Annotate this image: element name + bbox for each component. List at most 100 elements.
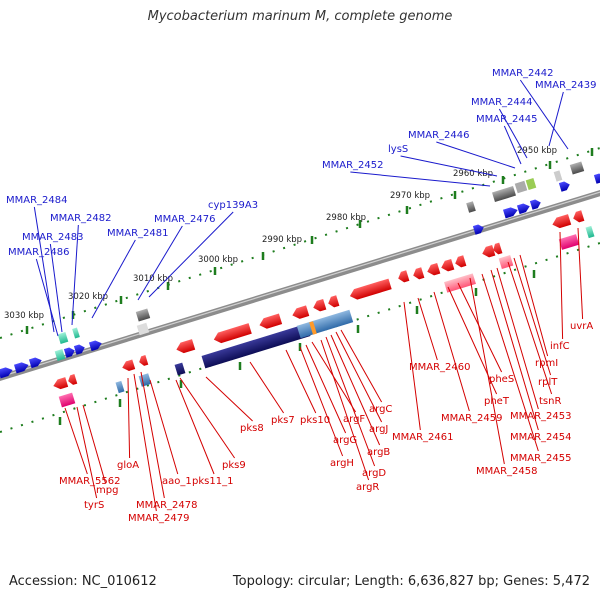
- scale-label: 2970 kbp: [390, 191, 430, 201]
- scale-label: 3010 kbp: [133, 274, 173, 284]
- forward-label-leader: [503, 125, 522, 165]
- forward-gene-box: [492, 185, 516, 203]
- reverse-gene-label[interactable]: gloA: [117, 460, 139, 471]
- reverse-gene-label[interactable]: MMAR_2461: [392, 432, 454, 443]
- forward-gene-arrow: [502, 207, 518, 219]
- forward-gene-arrow: [472, 224, 484, 235]
- reverse-gene-arrow: [493, 242, 503, 255]
- forward-gene-arrow: [88, 340, 102, 352]
- reverse-gene-box: [498, 254, 514, 270]
- reverse-label-leader: [140, 371, 165, 499]
- reverse-gene-label[interactable]: MMAR_2479: [128, 513, 190, 524]
- reverse-gene-label[interactable]: argB: [367, 447, 390, 458]
- reverse-label-leader: [311, 341, 357, 413]
- reverse-gene-label[interactable]: MMAR_2460: [409, 362, 471, 373]
- forward-gene-arrow: [13, 362, 29, 374]
- reverse-gene-label[interactable]: argF: [343, 414, 365, 425]
- forward-gene-box: [135, 308, 151, 322]
- reverse-gene-label[interactable]: MMAR_2459: [441, 413, 503, 424]
- forward-gene-label[interactable]: cyp139A3: [208, 200, 258, 211]
- reverse-gene-label[interactable]: argJ: [369, 424, 388, 435]
- forward-label-leader: [148, 211, 234, 298]
- reverse-gene-label[interactable]: argG: [333, 435, 357, 446]
- forward-gene-label[interactable]: lysS: [388, 144, 408, 155]
- forward-gene-box: [57, 332, 69, 344]
- reverse-gene-label[interactable]: pks8: [240, 423, 264, 434]
- reverse-gene-label[interactable]: argR: [356, 482, 379, 493]
- reverse-gene-arrow: [292, 305, 310, 319]
- reverse-gene-label[interactable]: MMAR_5562: [59, 476, 121, 487]
- reverse-gene-label[interactable]: pks7: [271, 415, 295, 426]
- forward-gene-label[interactable]: MMAR_2483: [22, 232, 84, 243]
- forward-label-leader: [71, 224, 79, 326]
- reverse-gene-label[interactable]: pheS: [489, 374, 514, 385]
- pks-gene-block: [201, 323, 311, 369]
- forward-label-leader: [519, 79, 569, 150]
- forward-label-leader: [548, 91, 564, 147]
- reverse-gene-arrow: [213, 323, 252, 344]
- reverse-label-leader: [149, 379, 179, 475]
- reverse-gene-label[interactable]: MMAR_2453: [510, 411, 572, 422]
- accession-text: Accession: NC_010612: [9, 574, 157, 589]
- reverse-gene-label[interactable]: aao_1: [162, 476, 192, 487]
- reverse-gene-label[interactable]: pks11_1: [192, 476, 233, 487]
- reverse-gene-label[interactable]: argD: [362, 468, 386, 479]
- forward-gene-label[interactable]: MMAR_2445: [476, 114, 538, 125]
- forward-gene-label[interactable]: MMAR_2446: [408, 130, 470, 141]
- reverse-gene-label[interactable]: argC: [369, 404, 392, 415]
- forward-label-leader: [137, 225, 183, 301]
- reverse-label-leader: [519, 254, 549, 357]
- reverse-gene-label[interactable]: MMAR_2478: [136, 500, 198, 511]
- reverse-label-leader: [76, 406, 98, 499]
- forward-gene-arrow: [593, 173, 600, 184]
- forward-gene-label[interactable]: MMAR_2476: [154, 214, 216, 225]
- forward-gene-label[interactable]: MMAR_2481: [107, 228, 169, 239]
- reverse-gene-label[interactable]: MMAR_2458: [476, 466, 538, 477]
- scale-label: 3030 kbp: [4, 311, 44, 321]
- reverse-gene-arrow: [139, 355, 149, 366]
- reverse-label-leader: [559, 231, 564, 340]
- forward-gene-label[interactable]: MMAR_2452: [322, 160, 384, 171]
- reverse-gene-box: [138, 373, 152, 387]
- reverse-label-leader: [330, 334, 381, 446]
- reverse-gene-label[interactable]: mpg: [96, 485, 118, 496]
- reverse-label-leader: [320, 339, 370, 481]
- reverse-label-leader: [175, 379, 215, 475]
- reverse-gene-label[interactable]: pks9: [222, 460, 246, 471]
- forward-gene-box: [54, 349, 66, 361]
- reverse-gene-label[interactable]: tsnR: [539, 396, 561, 407]
- forward-gene-label[interactable]: MMAR_2444: [471, 97, 533, 108]
- reverse-label-leader: [433, 291, 470, 412]
- forward-gene-label[interactable]: MMAR_2442: [492, 68, 554, 79]
- reverse-gene-label[interactable]: infC: [550, 341, 570, 352]
- forward-gene-arrow: [558, 181, 570, 192]
- reverse-label-leader: [82, 404, 106, 484]
- forward-label-leader: [91, 239, 136, 319]
- reverse-label-leader: [325, 336, 376, 467]
- reverse-gene-box: [115, 380, 125, 394]
- reverse-gene-arrow: [552, 214, 572, 229]
- forward-label-leader: [350, 171, 491, 187]
- reverse-gene-label[interactable]: pheT: [484, 396, 510, 407]
- reverse-gene-label[interactable]: tyrS: [84, 500, 104, 511]
- forward-gene-label[interactable]: MMAR_2486: [8, 247, 70, 258]
- forward-gene-label[interactable]: MMAR_2484: [6, 195, 68, 206]
- forward-gene-box: [553, 170, 563, 182]
- reverse-gene-label[interactable]: MMAR_2454: [510, 432, 572, 443]
- forward-label-leader: [35, 258, 59, 337]
- forward-gene-arrow: [529, 199, 541, 210]
- forward-gene-label[interactable]: MMAR_2439: [535, 80, 597, 91]
- reverse-gene-label[interactable]: MMAR_2455: [510, 453, 572, 464]
- forward-gene-label[interactable]: MMAR_2482: [50, 213, 112, 224]
- orange-gene-box: [309, 321, 317, 335]
- reverse-gene-label[interactable]: pks10: [300, 415, 330, 426]
- reverse-label-leader: [469, 277, 505, 465]
- reverse-gene-label[interactable]: argH: [330, 458, 354, 469]
- scale-label: 2960 kbp: [453, 169, 493, 179]
- reverse-label-leader: [299, 346, 344, 457]
- reverse-label-leader: [417, 297, 438, 361]
- reverse-gene-arrow: [68, 374, 78, 385]
- reverse-gene-box: [444, 273, 476, 293]
- reverse-gene-label[interactable]: uvrA: [570, 321, 593, 332]
- reverse-label-leader: [507, 261, 553, 395]
